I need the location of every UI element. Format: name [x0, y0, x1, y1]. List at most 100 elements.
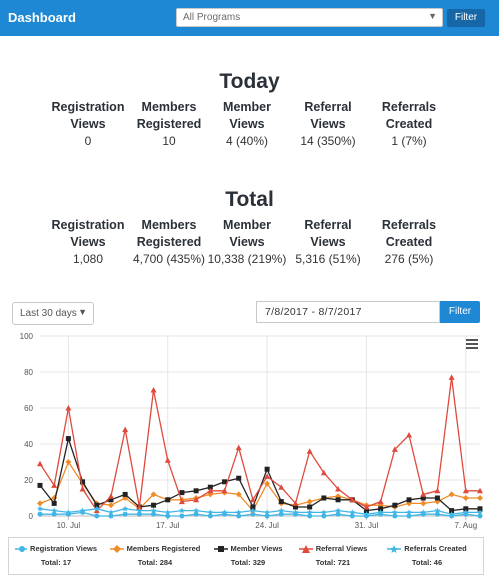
series-line	[39, 436, 480, 512]
series-point	[307, 504, 313, 510]
series-point	[420, 509, 427, 515]
series-point	[406, 513, 412, 519]
series-point	[363, 508, 369, 514]
series-point	[65, 436, 71, 442]
today-stat-members-registered: Members Registered 10	[119, 99, 219, 149]
series-point	[164, 457, 171, 463]
series-point	[420, 500, 427, 507]
date-range-select-value: Last 30 days	[20, 308, 77, 319]
series-point	[448, 374, 455, 380]
series-point	[264, 509, 271, 515]
series-point	[321, 513, 327, 519]
series-point	[107, 502, 114, 509]
stat-value: 276 (5%)	[384, 252, 434, 266]
series-point	[122, 505, 129, 512]
series-point	[463, 506, 469, 512]
y-tick-label: 80	[24, 368, 33, 377]
stat-label: Members	[141, 218, 197, 232]
series-point	[449, 508, 455, 514]
legend-item-members-registered[interactable]: Members Registered Total: 284	[107, 544, 203, 567]
x-tick-label: 17. Jul	[156, 521, 180, 530]
series-point	[250, 511, 256, 517]
legend-total: Total: 17	[40, 558, 72, 567]
circle-marker-icon	[15, 545, 28, 552]
series-point	[150, 387, 157, 393]
stat-label: Referrals	[381, 100, 437, 114]
series-point	[378, 506, 384, 512]
series-point	[477, 513, 483, 519]
legend-total: Total: 329	[230, 558, 266, 567]
series-point	[391, 446, 398, 452]
series-point	[178, 507, 185, 514]
series-point	[51, 500, 57, 506]
series-point	[278, 484, 285, 490]
series-point	[93, 505, 100, 512]
diamond-marker-icon	[109, 544, 124, 553]
series-point	[51, 482, 58, 488]
series-point	[420, 491, 427, 497]
series-point	[108, 497, 114, 503]
legend-label: Referral Views	[315, 544, 368, 553]
legend-label: Members Registered	[126, 544, 201, 553]
series-point	[306, 509, 313, 515]
series-point	[179, 490, 185, 496]
series-point	[264, 513, 270, 519]
legend-item-referral-views[interactable]: Referral Views Total: 721	[294, 544, 372, 567]
series-point	[306, 448, 313, 454]
today-stat-referrals-created: Referrals Created 1 (7%)	[359, 99, 459, 149]
legend-item-registration-views[interactable]: Registration Views Total: 17	[15, 544, 97, 567]
series-point	[94, 502, 100, 508]
total-stat-members-registered: Members Registered 4,700 (435%)	[119, 217, 219, 267]
series-point	[264, 480, 271, 487]
series-point	[405, 509, 413, 515]
series-point	[107, 493, 114, 499]
stat-label: Views	[70, 235, 106, 249]
series-point	[193, 488, 199, 494]
series-point	[207, 487, 214, 494]
series-point	[434, 507, 441, 514]
series-point	[221, 509, 228, 515]
caret-down-icon: ▼	[78, 307, 87, 317]
today-stat-registration-views: Registration Views 0	[38, 99, 138, 149]
stat-label: Created	[385, 117, 433, 131]
header-filter-button[interactable]: Filter	[447, 9, 485, 27]
series-point	[278, 507, 285, 514]
series-point	[193, 496, 200, 503]
series-point	[150, 491, 157, 498]
triangle-marker-icon	[298, 544, 313, 553]
chart-filter-button[interactable]: Filter	[440, 301, 480, 323]
stat-label: Referral	[304, 100, 352, 114]
series-point	[178, 498, 185, 505]
program-select[interactable]: All Programs ▼	[176, 8, 443, 27]
stat-label: Referrals	[381, 218, 437, 232]
series-point	[278, 499, 284, 505]
series-point	[307, 513, 313, 519]
series-point	[391, 509, 398, 515]
series-point	[122, 426, 129, 433]
series-point	[335, 493, 342, 500]
legend-item-member-views[interactable]: Member Views Total: 329	[211, 544, 285, 567]
series-point	[462, 495, 469, 501]
stat-value: 1,080	[72, 252, 104, 266]
stat-label: Views	[70, 117, 106, 131]
series-point	[151, 502, 157, 508]
x-tick-label: 31. Jul	[355, 521, 379, 530]
total-stat-member-views: Member Views 10,338 (219%)	[197, 217, 297, 267]
date-range-select[interactable]: Last 30 days ▼	[12, 302, 94, 325]
legend-label: Referrals Created	[404, 544, 467, 553]
date-range-input[interactable]: 7/8/2017 - 8/7/2017	[256, 301, 440, 323]
total-stat-registration-views: Registration Views 1,080	[38, 217, 138, 267]
hamburger-menu-icon[interactable]	[466, 339, 478, 349]
stat-value: 1 (7%)	[391, 134, 427, 148]
page-title: Dashboard	[8, 10, 76, 25]
legend-item-referrals-created[interactable]: Referrals Created Total: 46	[377, 544, 477, 567]
series-point	[236, 513, 242, 519]
series-point	[434, 495, 440, 501]
series-point	[264, 473, 271, 479]
series-point	[165, 497, 171, 503]
legend-label: Registration Views	[30, 544, 97, 553]
series-point	[235, 491, 242, 498]
caret-down-icon: ▼	[428, 11, 437, 21]
today-stat-member-views: Member Views 4 (40%)	[197, 99, 297, 149]
